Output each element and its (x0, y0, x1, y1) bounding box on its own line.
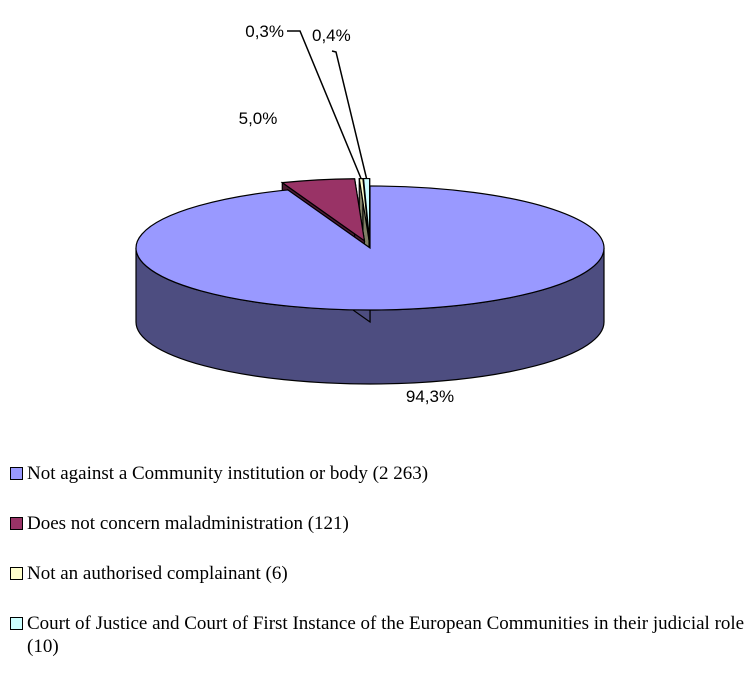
slice-percent-label: 5,0% (239, 109, 278, 128)
legend-swatch (10, 617, 23, 630)
legend-item: Does not concern maladministration (121) (10, 512, 745, 535)
leader-line (287, 30, 362, 179)
legend-label: Does not concern maladministration (121) (27, 513, 349, 534)
slice-percent-label: 94,3% (406, 387, 454, 406)
legend-label: Court of Justice and Court of First Inst… (27, 613, 745, 657)
legend-swatch (10, 517, 23, 530)
pie-chart: 94,3% 5,0% 0,3% 0,4% (135, 22, 605, 406)
leader-line (331, 50, 368, 179)
legend-label: Not an authorised complainant (6) (27, 563, 288, 584)
pie-slice (135, 185, 605, 385)
legend: Not against a Community institution or b… (10, 462, 745, 685)
slice-percent-label: 0,4% (312, 26, 351, 45)
legend-swatch (10, 567, 23, 580)
legend-item: Court of Justice and Court of First Inst… (10, 612, 745, 658)
legend-label: Not against a Community institution or b… (27, 463, 429, 484)
pie-slices (135, 177, 605, 385)
pie-labels: 94,3% 5,0% 0,3% 0,4% (239, 22, 454, 406)
slice-percent-label: 0,3% (245, 22, 284, 41)
legend-swatch (10, 467, 23, 480)
legend-item: Not against a Community institution or b… (10, 462, 745, 485)
legend-item: Not an authorised complainant (6) (10, 562, 745, 585)
